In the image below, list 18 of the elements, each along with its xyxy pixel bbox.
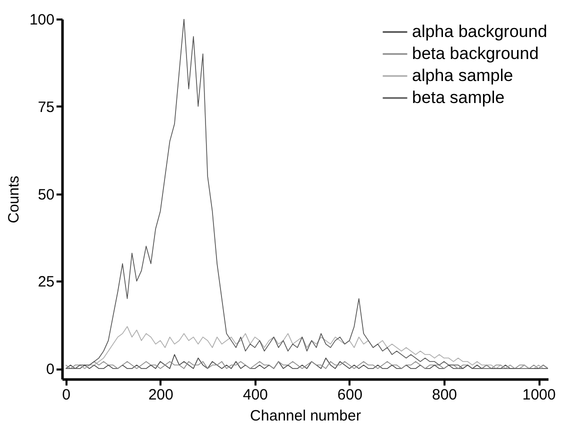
- line-series: [65, 19, 548, 369]
- y-tick-label: 75: [38, 98, 54, 116]
- x-tick-label: 1000: [522, 386, 556, 404]
- y-tick-label: 100: [29, 12, 54, 28]
- x-tick-label: 200: [148, 386, 174, 404]
- x-tick-label: 600: [337, 386, 362, 404]
- legend-label: alpha background: [412, 22, 548, 41]
- x-tick-label: 0: [62, 386, 70, 404]
- legend-label: alpha sample: [412, 66, 514, 85]
- x-tick-label: 400: [242, 386, 268, 404]
- legend-label: beta background: [412, 44, 539, 63]
- legend-label: beta sample: [412, 88, 505, 107]
- y-tick-label: 25: [38, 274, 54, 291]
- x-axis-title: Channel number: [250, 408, 361, 424]
- x-tick-label: 800: [432, 386, 458, 404]
- y-tick-label: 0: [46, 361, 54, 378]
- y-axis-title: Counts: [5, 176, 22, 224]
- y-tick-label: 50: [38, 186, 54, 204]
